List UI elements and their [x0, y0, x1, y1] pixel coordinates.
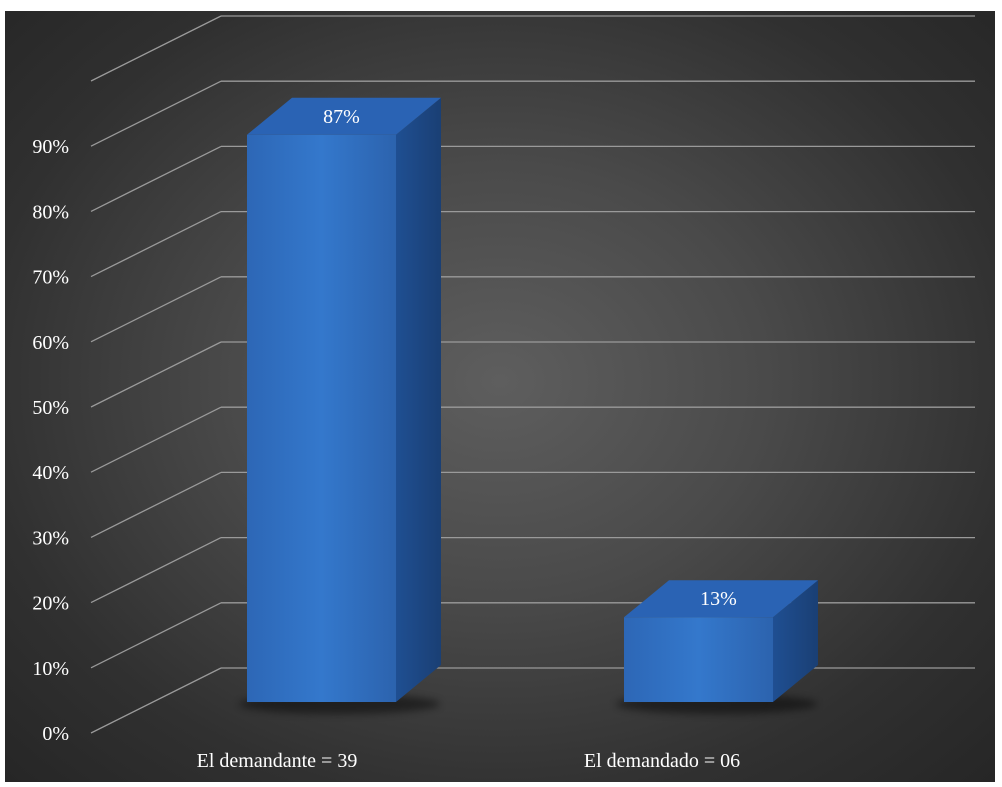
bar-side-face — [396, 97, 441, 702]
gridline-diagonal — [90, 537, 222, 604]
gridline-diagonal — [90, 15, 222, 82]
y-tick-label: 80% — [32, 201, 69, 223]
y-tick-label: 90% — [32, 136, 69, 158]
gridline-diagonal — [90, 276, 222, 343]
bar-top-face — [247, 97, 441, 135]
bar — [247, 97, 441, 702]
bar-side-face — [773, 580, 818, 702]
bar-chart: 0% 10% 20% 30% 40% 50% 60% 70% 80% 90% El demanda… — [32, 15, 975, 772]
gridline-diagonal — [90, 341, 222, 408]
gridline-diagonal — [90, 602, 222, 669]
gridline-diagonal — [90, 406, 222, 473]
y-tick-label: 30% — [32, 527, 69, 549]
bar — [624, 580, 818, 702]
y-tick-label: 70% — [32, 267, 69, 289]
gridline-diagonal — [90, 80, 222, 147]
bar-front-face — [624, 617, 773, 702]
gridline-diagonal — [90, 211, 222, 278]
x-axis-category-labels: El demandante = 39 El demandado = 06 — [197, 750, 740, 772]
x-category-label: El demandante = 39 — [197, 750, 358, 772]
data-label: 13% — [700, 588, 737, 610]
y-tick-label: 50% — [32, 397, 69, 419]
bar-front-face — [247, 134, 396, 702]
y-tick-label: 20% — [32, 593, 69, 615]
data-labels: 87% 13% — [323, 106, 737, 610]
x-category-label: El demandado = 06 — [584, 750, 740, 772]
y-tick-label: 10% — [32, 658, 69, 680]
gridlines — [90, 15, 975, 734]
bar-top-face — [624, 580, 818, 618]
y-tick-label: 0% — [42, 723, 69, 745]
y-tick-label: 60% — [32, 332, 69, 354]
bars — [247, 97, 818, 702]
gridline-diagonal — [90, 667, 222, 734]
chart-area: 0% 10% 20% 30% 40% 50% 60% 70% 80% 90% El demanda… — [5, 11, 995, 782]
y-tick-label: 40% — [32, 462, 69, 484]
y-axis-tick-labels: 0% 10% 20% 30% 40% 50% 60% 70% 80% 90% — [32, 136, 69, 745]
data-label: 87% — [323, 106, 360, 128]
gridline-diagonal — [90, 145, 222, 212]
gridline-diagonal — [90, 471, 222, 538]
